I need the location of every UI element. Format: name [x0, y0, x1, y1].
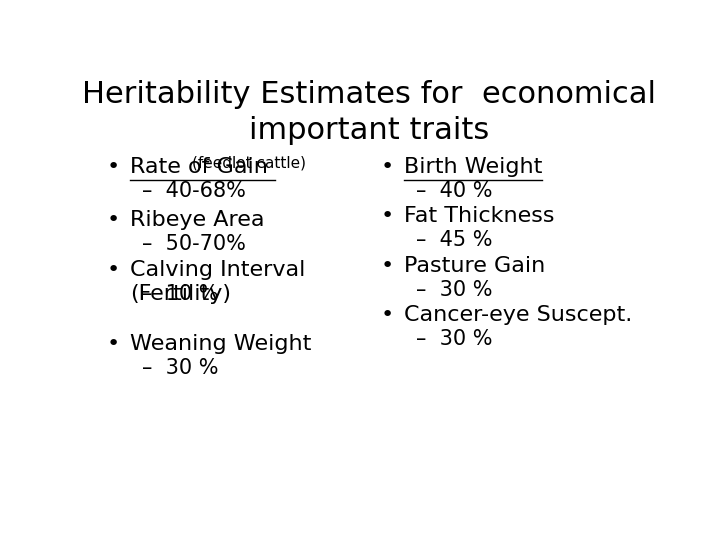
Text: Weaning Weight: Weaning Weight	[130, 334, 312, 354]
Text: •: •	[107, 210, 120, 231]
Text: Rate of Gain: Rate of Gain	[130, 157, 275, 177]
Text: –  40 %: – 40 %	[416, 181, 492, 201]
Text: •: •	[107, 260, 120, 280]
Text: –  45 %: – 45 %	[416, 230, 492, 250]
Text: –  30 %: – 30 %	[416, 280, 492, 300]
Text: •: •	[380, 305, 393, 325]
Text: Heritability Estimates for  economical: Heritability Estimates for economical	[82, 80, 656, 109]
Text: –  30 %: – 30 %	[416, 329, 492, 349]
Text: (feedlot cattle): (feedlot cattle)	[192, 156, 306, 171]
Text: Ribeye Area: Ribeye Area	[130, 210, 265, 231]
Text: –  50-70%: – 50-70%	[143, 234, 246, 254]
Text: •: •	[380, 157, 393, 177]
Text: –  10 %: – 10 %	[143, 285, 219, 305]
Text: •: •	[107, 334, 120, 354]
Text: –  30 %: – 30 %	[143, 359, 219, 379]
Text: •: •	[107, 157, 120, 177]
Text: Cancer-eye Suscept.: Cancer-eye Suscept.	[404, 305, 632, 325]
Text: Calving Interval
(Fertility): Calving Interval (Fertility)	[130, 260, 305, 304]
Text: •: •	[380, 206, 393, 226]
Text: •: •	[380, 256, 393, 276]
Text: –  40-68%: – 40-68%	[143, 181, 246, 201]
Text: Pasture Gain: Pasture Gain	[404, 256, 545, 276]
Text: important traits: important traits	[249, 116, 489, 145]
Text: Fat Thickness: Fat Thickness	[404, 206, 554, 226]
Text: Birth Weight: Birth Weight	[404, 157, 542, 177]
